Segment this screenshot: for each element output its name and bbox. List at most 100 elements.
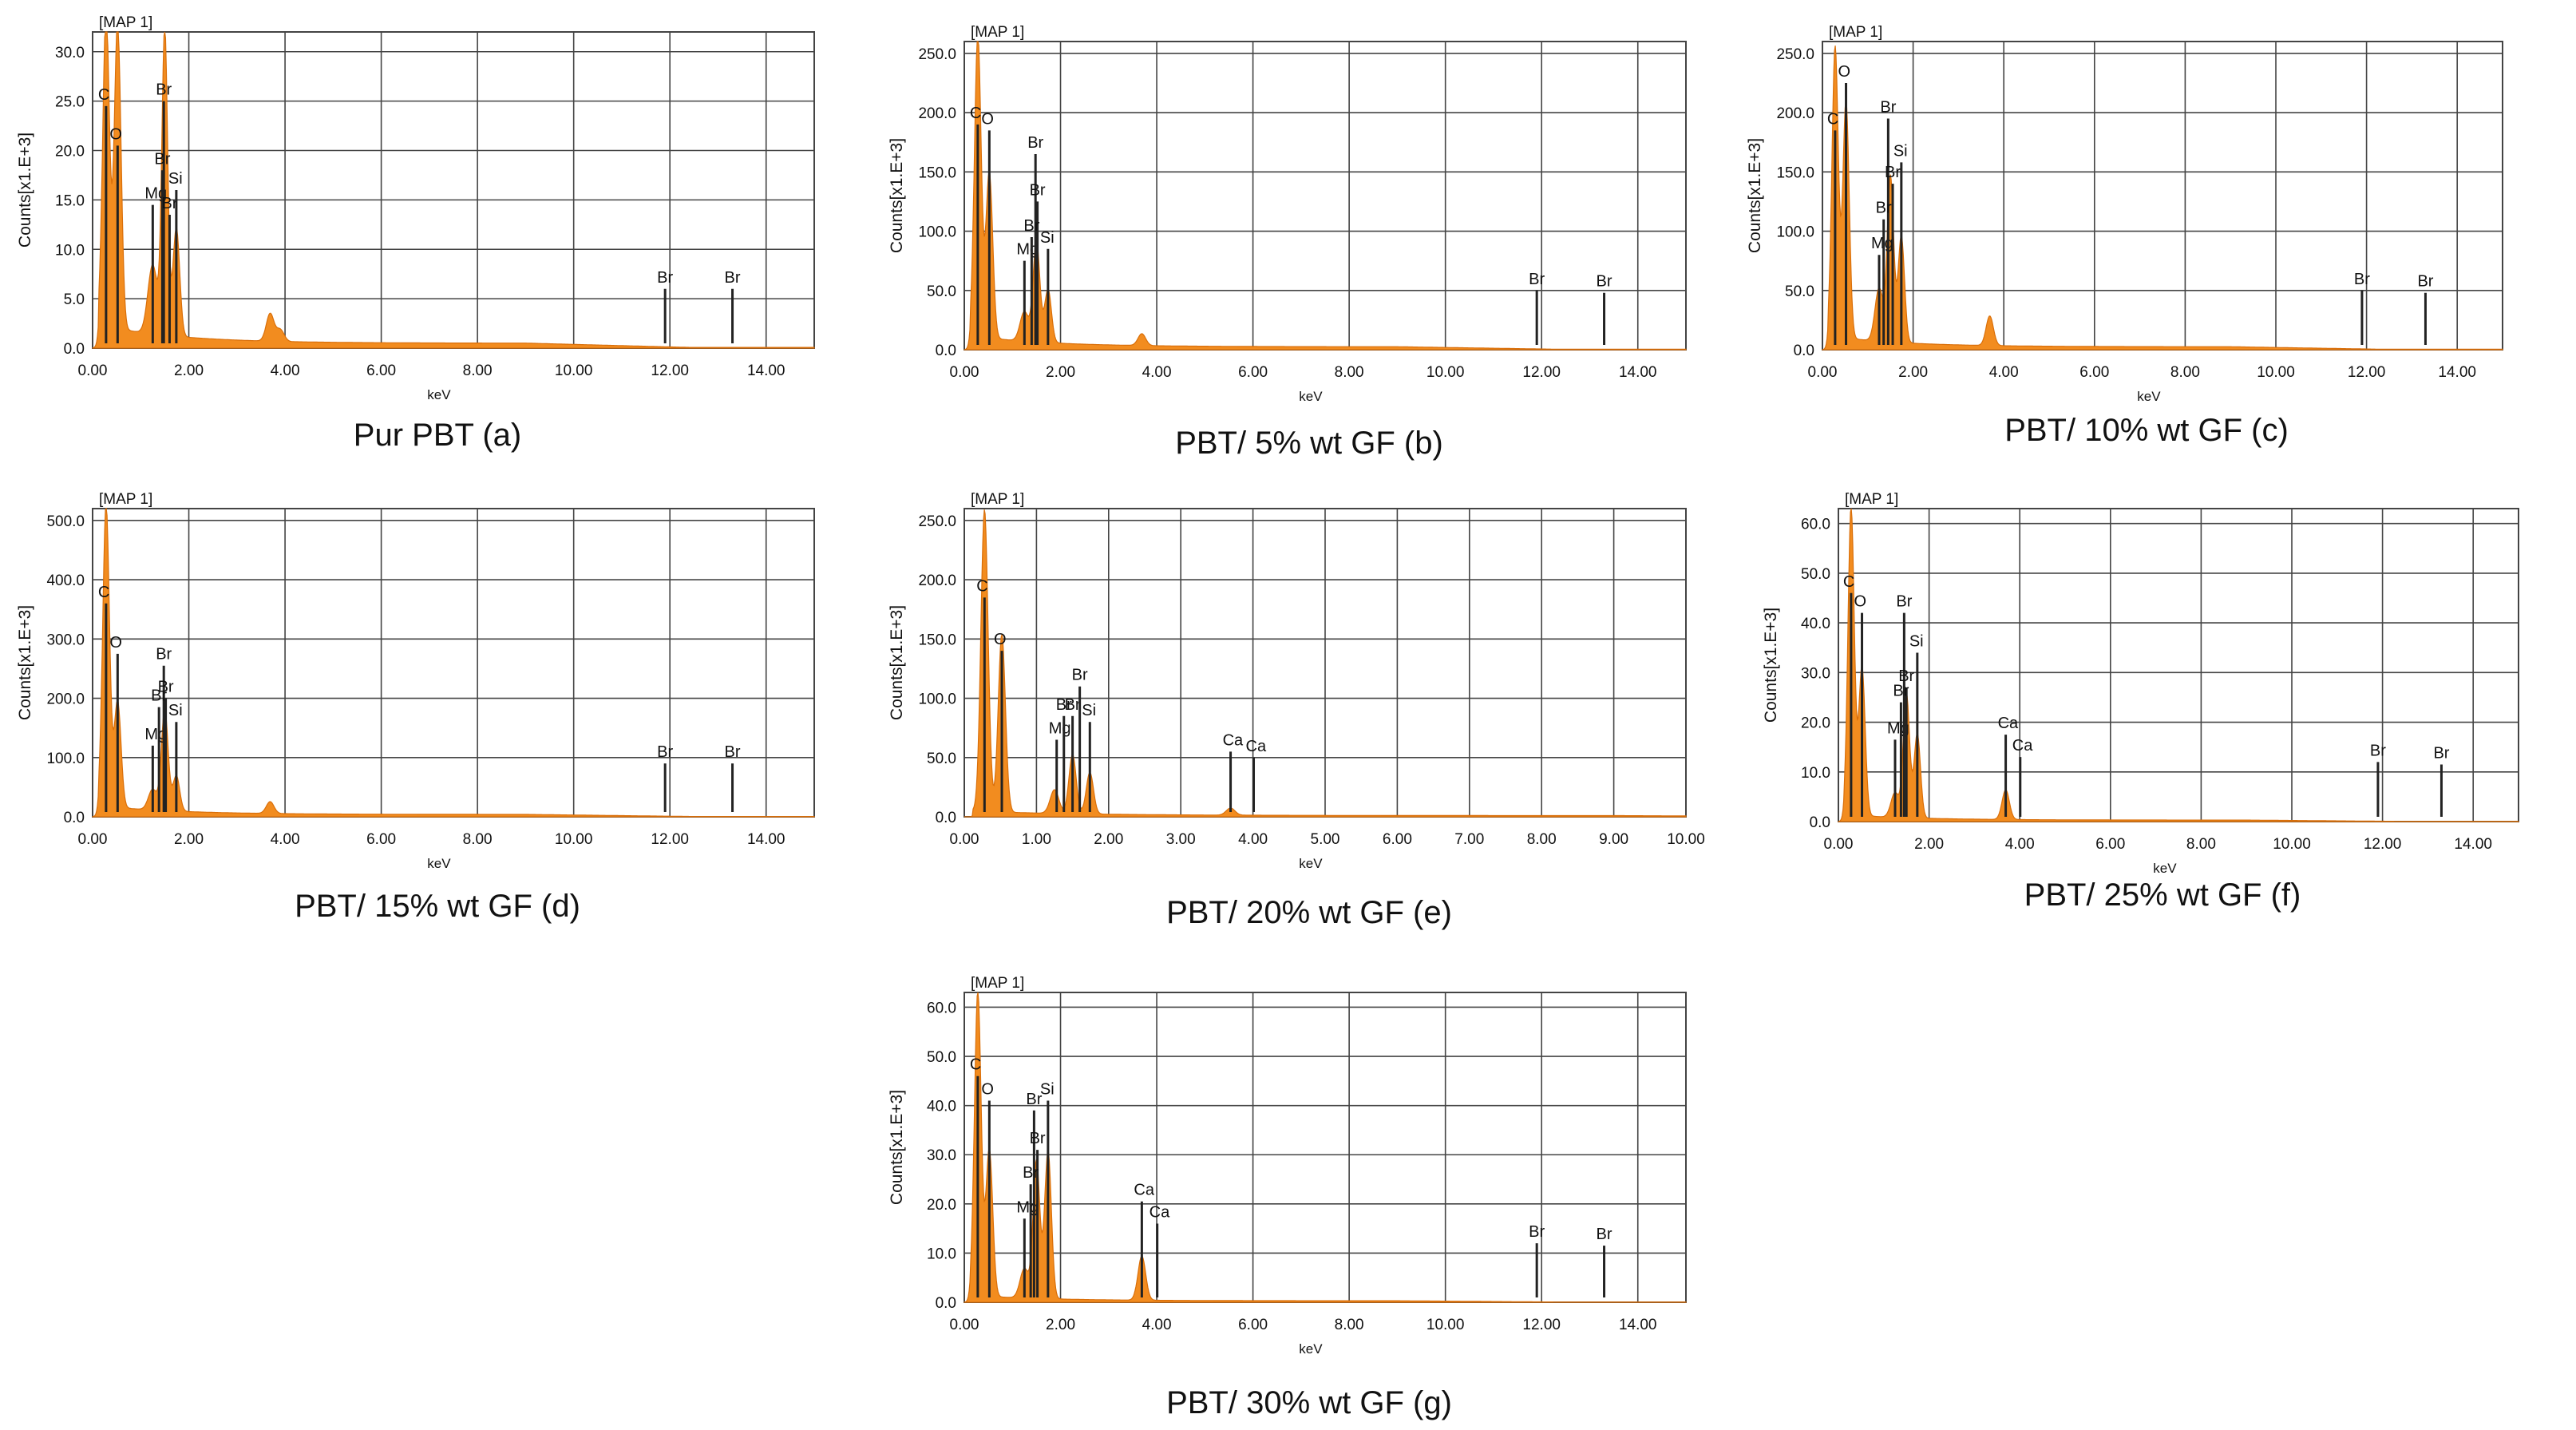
y-tick-label: 500.0: [46, 513, 85, 530]
y-tick-label: 20.0: [927, 1197, 956, 1214]
x-tick-label: 10.00: [555, 831, 593, 848]
x-tick-label: 3.00: [1166, 831, 1196, 848]
y-tick-label: 250.0: [918, 513, 956, 530]
y-tick-label: 100.0: [918, 224, 956, 241]
peak-marker-label: Br: [1529, 1223, 1545, 1241]
map-tag: [MAP 1]: [971, 975, 1024, 992]
x-tick-label: 8.00: [463, 831, 493, 848]
x-tick-label: 2.00: [1898, 364, 1928, 381]
peak-marker-label: Mg: [1016, 1198, 1039, 1216]
peak-marker-label: O: [109, 125, 122, 143]
y-tick-label: 10.0: [927, 1246, 956, 1262]
peak-marker-label: Br: [156, 81, 172, 99]
peak-marker-label: Br: [725, 269, 741, 287]
x-tick-label: 14.00: [1619, 1317, 1657, 1333]
x-axis-label: keV: [427, 856, 451, 871]
peak-marker-label: Br: [156, 646, 172, 664]
y-tick-label: 40.0: [1801, 616, 1830, 632]
x-tick-label: 5.00: [1311, 831, 1340, 848]
x-tick-label: 12.00: [1522, 364, 1561, 381]
x-tick-label: 12.00: [651, 362, 689, 379]
plot-frame: [92, 508, 815, 818]
y-tick-label: 10.0: [55, 242, 85, 259]
y-tick-label: 100.0: [1776, 224, 1814, 241]
peak-marker-label: O: [981, 1080, 994, 1098]
peak-marker-label: Br: [161, 195, 177, 212]
x-tick-label: 2.00: [174, 362, 204, 379]
peak-marker-label: Br: [1056, 696, 1072, 714]
x-tick-label: 6.00: [1238, 364, 1268, 381]
plot-frame: [1822, 41, 2503, 351]
y-tick-label: 0.0: [1794, 343, 1814, 359]
y-tick-label: 200.0: [918, 572, 956, 589]
peak-marker-label: Mg: [144, 726, 167, 743]
map-tag: [MAP 1]: [1829, 24, 1882, 41]
peak-marker-label: Br: [657, 269, 673, 287]
chart-caption: PBT/ 25% wt GF (f): [2024, 877, 2301, 913]
peak-marker-label: Br: [2370, 742, 2386, 759]
x-tick-label: 14.00: [2438, 364, 2476, 381]
x-tick-label: 12.00: [2364, 836, 2402, 853]
peak-marker-label: Si: [1909, 632, 1924, 650]
x-tick-label: 8.00: [463, 362, 493, 379]
peak-marker-label: C: [970, 1056, 981, 1074]
peak-marker-label: C: [970, 105, 981, 122]
peak-marker-label: Ca: [2012, 737, 2033, 755]
map-tag: [MAP 1]: [1845, 491, 1898, 508]
peak-marker-label: Si: [168, 170, 183, 188]
x-tick-label: 7.00: [1454, 831, 1484, 848]
y-axis-label: Counts[x1.E+3]: [888, 138, 906, 253]
peak-marker-label: Ca: [1246, 738, 1267, 755]
x-tick-label: 2.00: [1046, 364, 1075, 381]
peak-marker-label: Si: [1893, 142, 1908, 160]
map-tag: [MAP 1]: [99, 491, 152, 508]
peak-marker-label: Br: [2417, 273, 2433, 291]
peak-marker-label: Br: [1023, 1164, 1039, 1182]
peak-marker-label: Si: [168, 702, 183, 719]
x-tick-label: 2.00: [1094, 831, 1123, 848]
x-tick-label: 6.00: [1238, 1317, 1268, 1333]
y-tick-label: 400.0: [46, 572, 85, 589]
x-tick-label: 0.00: [950, 1317, 979, 1333]
y-tick-label: 0.0: [1810, 814, 1830, 831]
x-tick-label: 10.00: [1426, 1317, 1465, 1333]
x-tick-label: 10.00: [1667, 831, 1705, 848]
y-tick-label: 15.0: [55, 192, 85, 209]
x-tick-label: 6.00: [2079, 364, 2109, 381]
peak-marker-label: Br: [1885, 164, 1901, 181]
y-tick-label: 30.0: [927, 1147, 956, 1164]
peak-marker-label: Ca: [1134, 1182, 1154, 1199]
map-tag: [MAP 1]: [971, 491, 1024, 508]
peak-marker-label: Br: [2354, 271, 2370, 288]
peak-marker-label: O: [994, 631, 1007, 648]
x-tick-label: 4.00: [1142, 1317, 1172, 1333]
x-axis-label: keV: [1299, 389, 1323, 404]
y-tick-label: 250.0: [1776, 46, 1814, 63]
spectrum-area: [964, 509, 1687, 818]
x-tick-label: 12.00: [651, 831, 689, 848]
x-axis-label: keV: [427, 387, 451, 402]
y-tick-label: 50.0: [1785, 283, 1814, 300]
y-axis-label: Counts[x1.E+3]: [1762, 608, 1780, 723]
peak-marker-label: Br: [725, 743, 741, 761]
y-tick-label: 150.0: [1776, 164, 1814, 181]
peak-marker-label: Si: [1040, 229, 1055, 247]
peak-marker-label: Br: [1072, 667, 1088, 684]
x-tick-label: 4.00: [1238, 831, 1268, 848]
peak-marker-label: O: [1838, 63, 1851, 81]
x-tick-label: 10.00: [1426, 364, 1465, 381]
y-axis-label: Counts[x1.E+3]: [16, 133, 34, 248]
y-tick-label: 200.0: [918, 105, 956, 122]
peak-marker-label: Br: [1876, 200, 1892, 217]
y-tick-label: 200.0: [1776, 105, 1814, 122]
peak-marker-label: Br: [1023, 217, 1039, 235]
y-tick-label: 50.0: [927, 283, 956, 300]
peak-marker-label: O: [981, 110, 994, 128]
chart-caption: PBT/ 30% wt GF (g): [1166, 1385, 1452, 1420]
x-tick-label: 4.00: [271, 362, 300, 379]
chart-panel-c: C O Mg Br Br Br Si Br Br 0.00 2.00 4.00 6.00 8.00 10.0…: [1746, 24, 2503, 448]
peak-marker-label: O: [1854, 593, 1867, 611]
